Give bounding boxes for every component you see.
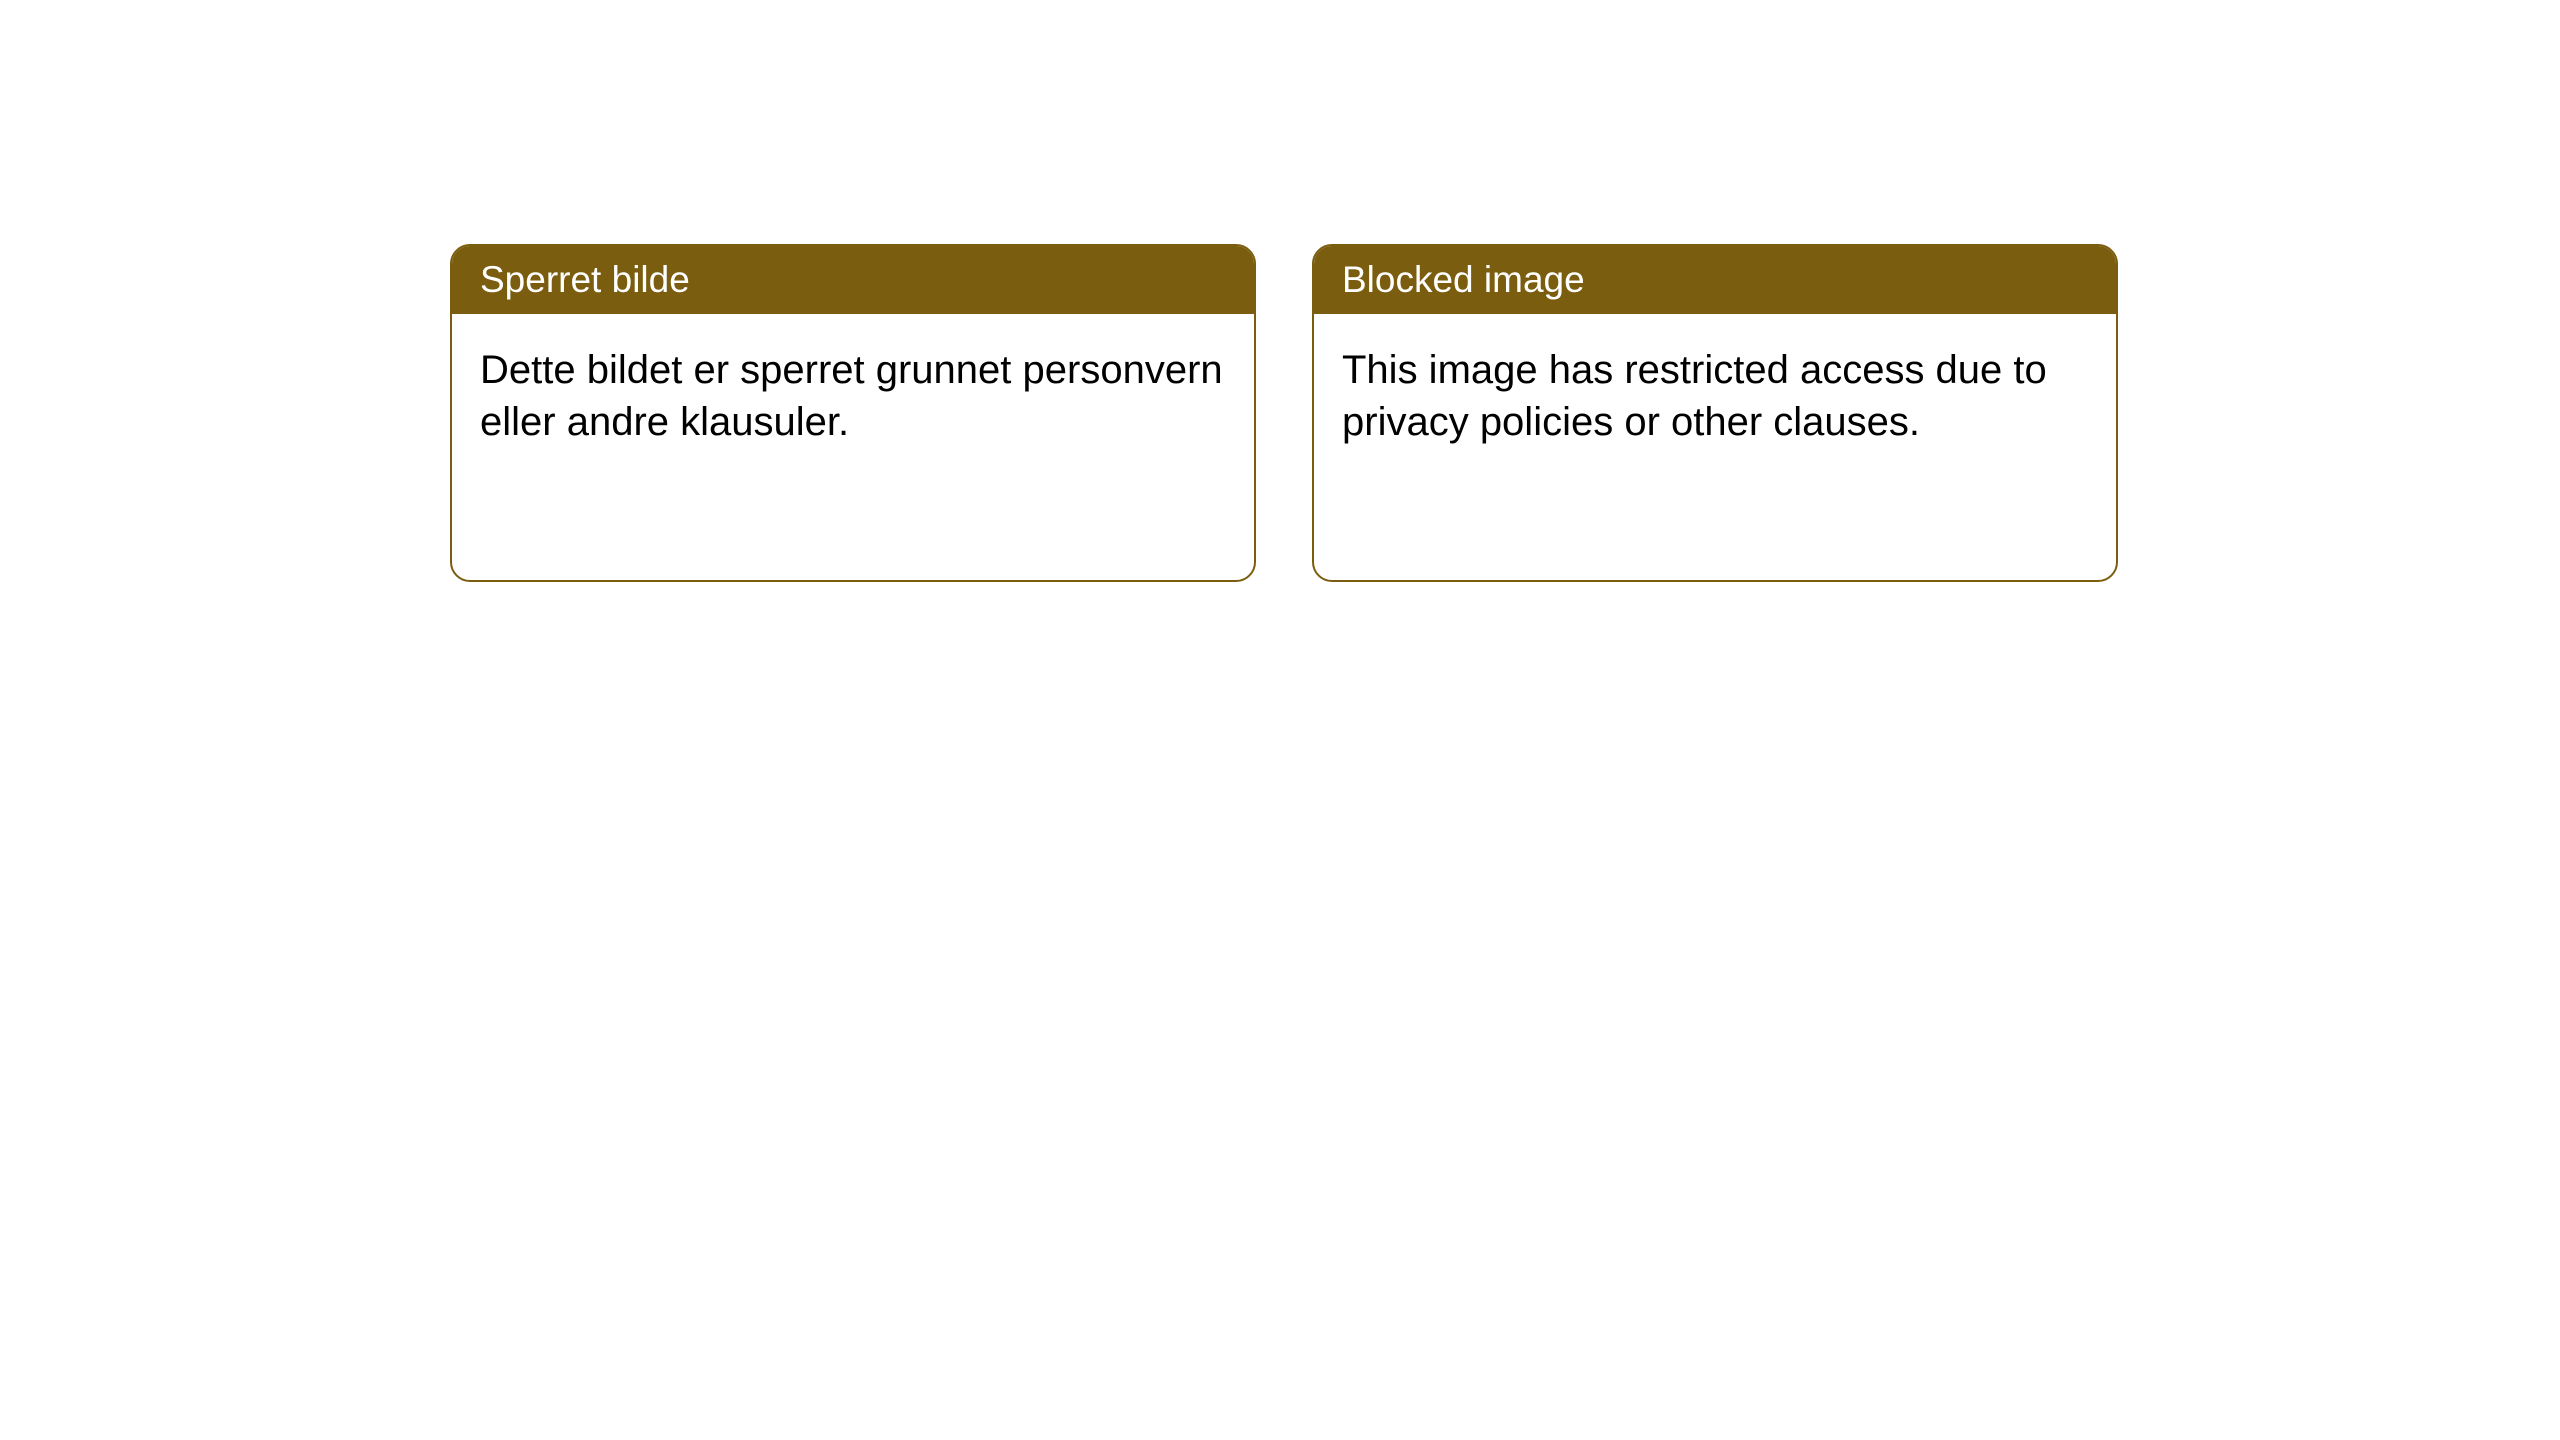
notice-body-no: Dette bildet er sperret grunnet personve…	[452, 314, 1254, 478]
notice-body-en: This image has restricted access due to …	[1314, 314, 2116, 478]
notice-card-en: Blocked image This image has restricted …	[1312, 244, 2118, 582]
notice-title-en: Blocked image	[1314, 246, 2116, 314]
notice-title-no: Sperret bilde	[452, 246, 1254, 314]
notice-card-no: Sperret bilde Dette bildet er sperret gr…	[450, 244, 1256, 582]
notice-container: Sperret bilde Dette bildet er sperret gr…	[450, 244, 2118, 582]
